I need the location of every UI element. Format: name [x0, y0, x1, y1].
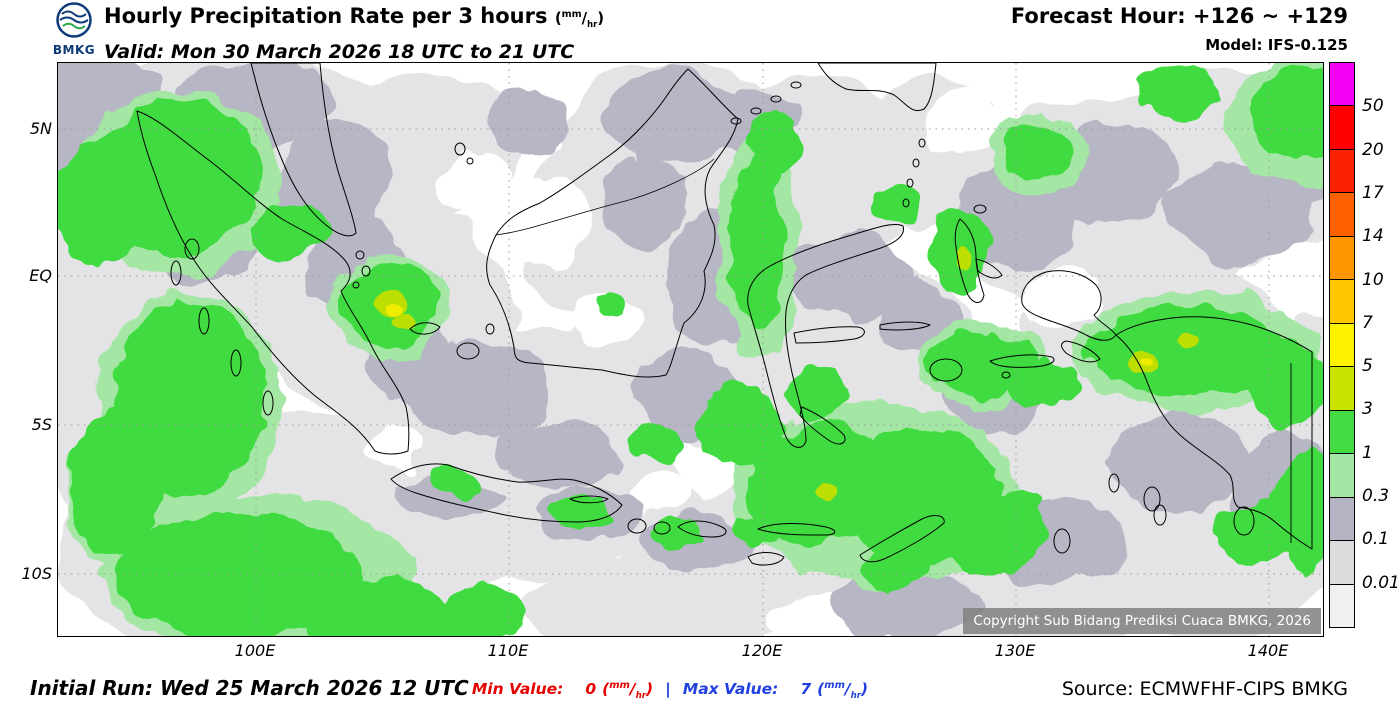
lat-label-10s: 10S [21, 564, 52, 583]
legend-swatch-lt001 [1330, 584, 1354, 628]
min-value-group: Min Value: 0 (mm/hr) [471, 680, 654, 702]
title-text: Hourly Precipitation Rate per 3 hours [104, 4, 548, 28]
precip-color-scale [1329, 62, 1355, 628]
page-title: Hourly Precipitation Rate per 3 hours (m… [104, 2, 604, 37]
legend-swatch-3-5 [1330, 367, 1354, 411]
legend-value-7: 7 [1362, 313, 1373, 333]
lat-label-eq: EQ [29, 266, 52, 285]
min-value-label: Min Value: [471, 680, 564, 699]
min-value: 0 [585, 680, 597, 699]
legend-value-17: 17 [1362, 183, 1384, 203]
data-source: Source: ECMWFHF-CIPS BMKG [1061, 678, 1348, 700]
legend-value-1: 1 [1362, 443, 1373, 463]
legend-value-03: 0.3 [1362, 486, 1390, 506]
title-block: Hourly Precipitation Rate per 3 hours (m… [104, 2, 604, 64]
precip-layer-yellow [387, 304, 1153, 366]
bmkg-logo: BMKG [48, 1, 100, 57]
map-area: Copyright Sub Bidang Prediksi Cuaca BMKG… [57, 62, 1324, 637]
max-value-unit: (mm/hr) [817, 680, 869, 702]
forecast-block: Forecast Hour: +126 ~ +129 Model: IFS-0.… [1011, 4, 1348, 54]
legend-value-14: 14 [1362, 226, 1384, 246]
legend-swatch-14-17 [1330, 193, 1354, 237]
initial-run: Initial Run: Wed 25 March 2026 12 UTC [30, 676, 469, 700]
bmkg-logo-icon [56, 2, 92, 38]
max-value-group: Max Value: 7 (mm/hr) [682, 680, 869, 702]
legend-swatch-001-01 [1330, 541, 1354, 585]
lon-label-140e: 140E [1247, 641, 1289, 660]
lon-label-130e: 130E [994, 641, 1036, 660]
coastlines [136, 63, 1313, 566]
lat-label-5n: 5N [29, 119, 52, 138]
gridlines [58, 63, 1323, 636]
legend-swatch-gt50 [1330, 63, 1354, 107]
forecast-hour: Forecast Hour: +126 ~ +129 [1010, 4, 1348, 28]
max-value: 7 [800, 680, 812, 699]
legend-swatch-03-1 [1330, 454, 1354, 498]
bmkg-logo-text: BMKG [52, 43, 96, 57]
lon-label-120e: 120E [741, 641, 783, 660]
legend-value-10: 10 [1362, 270, 1384, 290]
precipitation-map [58, 63, 1323, 636]
legend-value-20: 20 [1362, 140, 1384, 160]
precip-layer-green [58, 67, 1323, 636]
legend-value-3: 3 [1362, 399, 1373, 419]
lon-label-110e: 110E [487, 641, 529, 660]
legend-value-50: 50 [1362, 96, 1384, 116]
legend-swatch-1-3 [1330, 410, 1354, 455]
legend-swatch-10-14 [1330, 236, 1354, 281]
legend-swatch-01-03 [1330, 497, 1354, 542]
header: BMKG Hourly Precipitation Rate per 3 hou… [0, 0, 1400, 63]
lon-label-100e: 100E [234, 641, 276, 660]
copyright-note: Copyright Sub Bidang Prediksi Cuaca BMKG… [963, 608, 1321, 634]
legend-swatch-20-50 [1330, 106, 1354, 150]
legend-swatch-5-7 [1330, 323, 1354, 368]
legend-value-5: 5 [1362, 356, 1373, 376]
min-value-unit: (mm/hr) [602, 680, 654, 702]
model-name: Model: IFS-0.125 [1205, 36, 1348, 54]
legend-swatch-17-20 [1330, 149, 1354, 194]
min-max-separator: | [665, 680, 671, 699]
legend-swatch-7-10 [1330, 280, 1354, 324]
legend-value-01: 0.1 [1362, 529, 1390, 549]
legend-value-001: 0.01 [1362, 573, 1400, 593]
max-value-label: Max Value: [682, 680, 779, 699]
lat-label-5s: 5S [31, 415, 52, 434]
valid-time: Valid: Mon 30 March 2026 18 UTC to 21 UT… [104, 41, 575, 63]
title-unit-mm-hr: (mm/hr) [554, 9, 605, 29]
min-max-values: Min Value: 0 (mm/hr) | Max Value: 7 (mm/hr) [0, 680, 1340, 701]
